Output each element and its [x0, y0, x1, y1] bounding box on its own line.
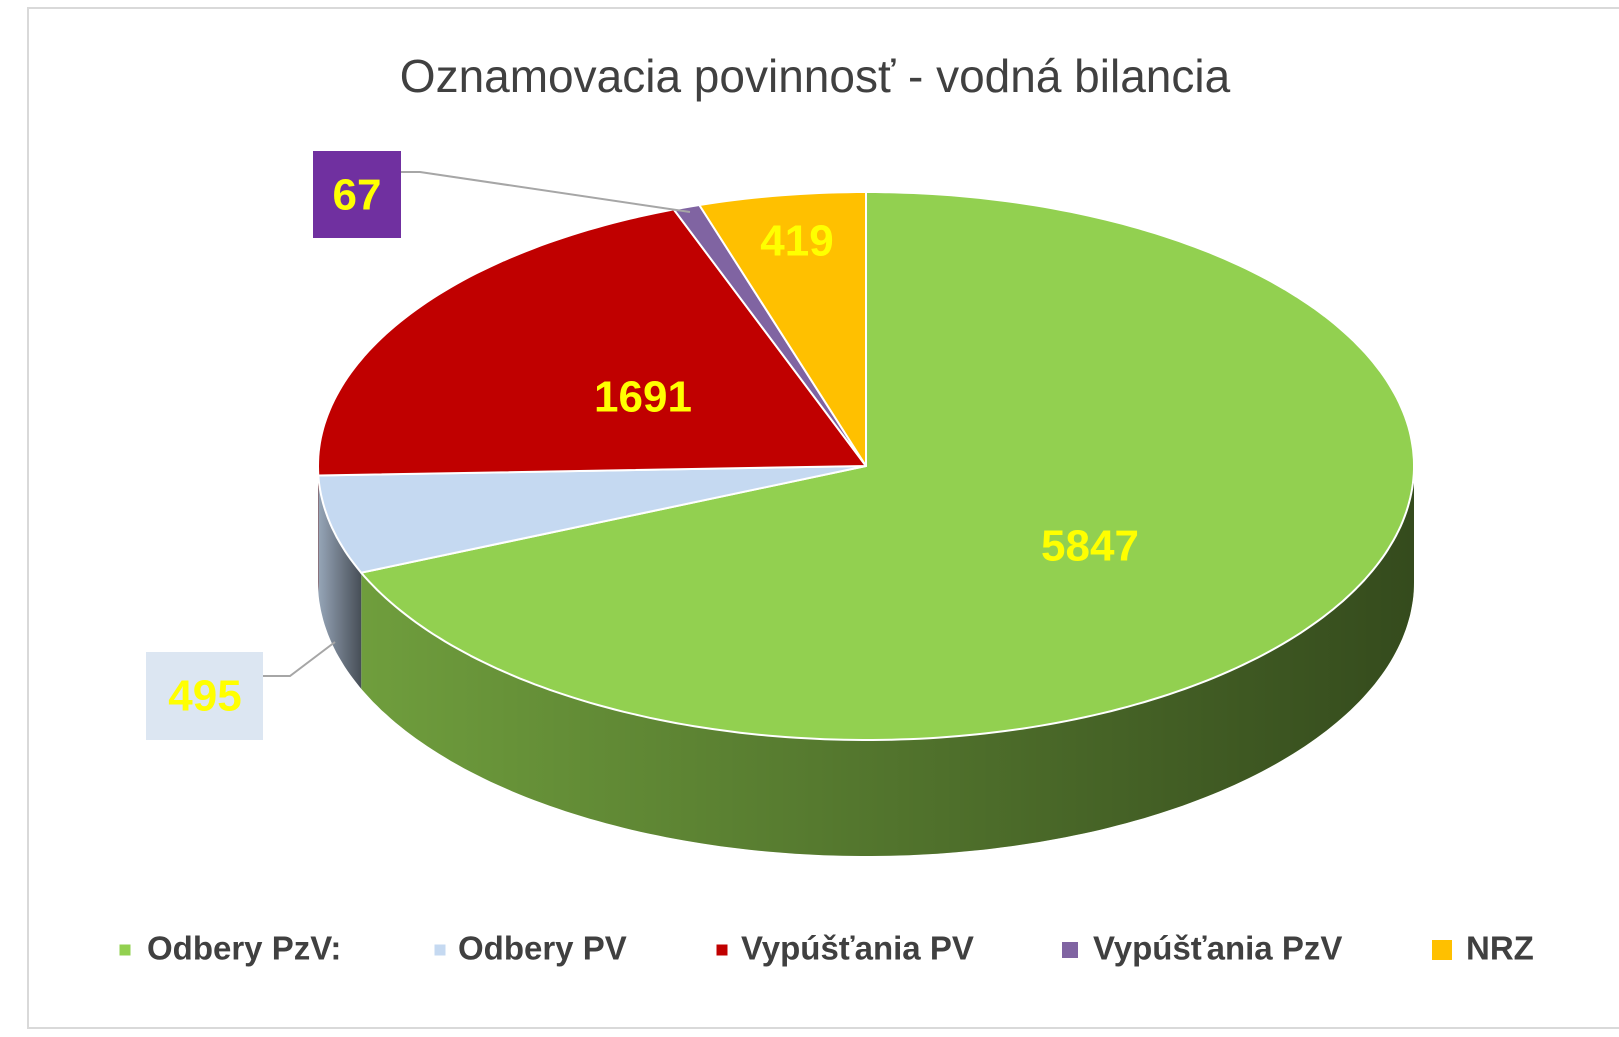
legend-label: Odbery PzV: [147, 930, 341, 967]
legend-marker [434, 944, 446, 956]
data-label: 67 [333, 171, 382, 220]
slice-side-shade [318, 475, 362, 689]
data-label-box [313, 151, 401, 238]
legend-marker [1432, 940, 1452, 960]
chart-title: Oznamovacia povinnosť - vodná bilancia [400, 50, 1231, 102]
legend-marker [716, 944, 728, 956]
leader-line [401, 171, 691, 213]
data-label: 495 [168, 672, 241, 721]
slice [698, 191, 867, 467]
data-label: 419 [760, 217, 833, 266]
legend-label: Odbery PV [458, 930, 627, 967]
slice [317, 465, 867, 574]
slice-side-shade [361, 466, 1415, 856]
data-label-box [146, 652, 263, 740]
data-label: 5847 [1041, 522, 1139, 571]
legend-marker [119, 944, 131, 956]
data-label: 1691 [594, 373, 692, 422]
legend-marker [1062, 942, 1078, 958]
legend-label: Vypúšťania PV [741, 930, 974, 967]
slice [360, 191, 1415, 741]
legend-label: Vypúšťania PzV [1093, 930, 1342, 967]
slice [317, 208, 867, 477]
legend-label: NRZ [1466, 930, 1534, 967]
leader-line [263, 641, 336, 677]
